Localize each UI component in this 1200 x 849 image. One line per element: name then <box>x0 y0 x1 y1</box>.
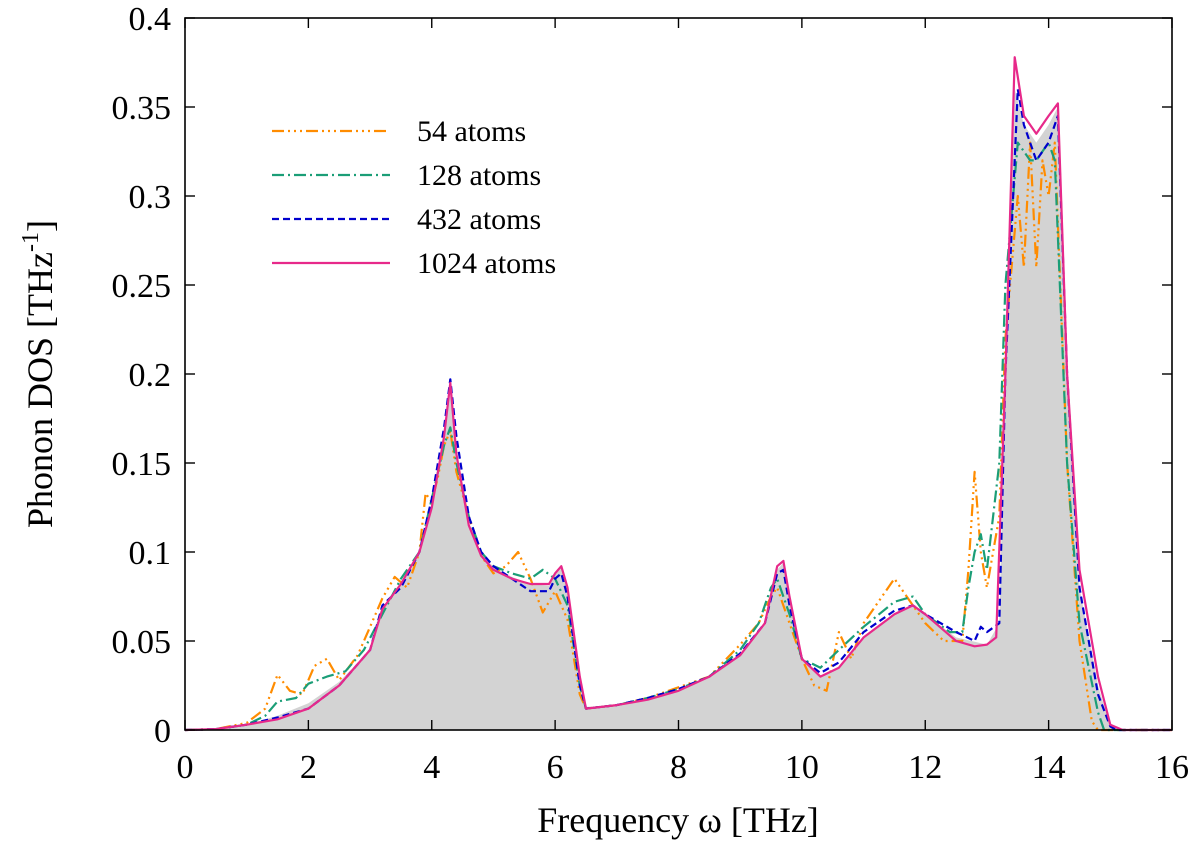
x-tick-label: 8 <box>670 749 687 786</box>
y-tick-label: 0.1 <box>129 535 172 572</box>
y-tick-label: 0.2 <box>129 357 172 394</box>
y-tick-label: 0.25 <box>112 268 172 305</box>
series-layer <box>184 56 1172 732</box>
y-axis-label-main: Phonon DOS [THz <box>20 252 60 528</box>
series-line-1 <box>184 141 1172 732</box>
x-axis-label: Frequency ω [THz] <box>537 800 819 840</box>
legend-label-1: 54 atoms <box>417 115 526 148</box>
legend-label-4: 1024 atoms <box>417 247 556 280</box>
x-tick-label: 4 <box>423 749 440 786</box>
x-tick-label: 10 <box>785 749 819 786</box>
y-tick-label: 0 <box>154 713 171 750</box>
legend: 54 atoms 128 atoms 432 atoms 1024 atoms <box>272 115 556 280</box>
legend-label-3: 432 atoms <box>417 203 541 236</box>
x-ticks: 0 2 4 6 8 10 12 14 16 <box>177 18 1189 786</box>
series-line-3 <box>184 88 1172 732</box>
x-tick-label: 16 <box>1155 749 1189 786</box>
y-axis-label: Phonon DOS [THz-1] <box>18 220 60 528</box>
x-tick-label: 6 <box>547 749 564 786</box>
y-axis-label-sup: -1 <box>18 232 44 252</box>
reference-fill-layer <box>185 89 1172 730</box>
x-tick-label: 2 <box>300 749 317 786</box>
x-tick-label: 14 <box>1032 749 1066 786</box>
legend-label-2: 128 atoms <box>417 159 541 192</box>
y-axis-label-end: ] <box>20 220 60 232</box>
y-tick-label: 0.15 <box>112 446 172 483</box>
x-tick-label: 12 <box>908 749 942 786</box>
series-line-4 <box>184 56 1172 732</box>
y-tick-label: 0.35 <box>112 90 172 127</box>
y-tick-label: 0.4 <box>129 1 172 38</box>
y-tick-label: 0.05 <box>112 624 172 661</box>
y-tick-label: 0.3 <box>129 179 172 216</box>
reference-dos-fill <box>185 89 1172 730</box>
x-tick-label: 0 <box>177 749 194 786</box>
y-ticks: 0 0.05 0.1 0.15 0.2 0.25 0.3 0.35 0.4 <box>112 1 1172 750</box>
